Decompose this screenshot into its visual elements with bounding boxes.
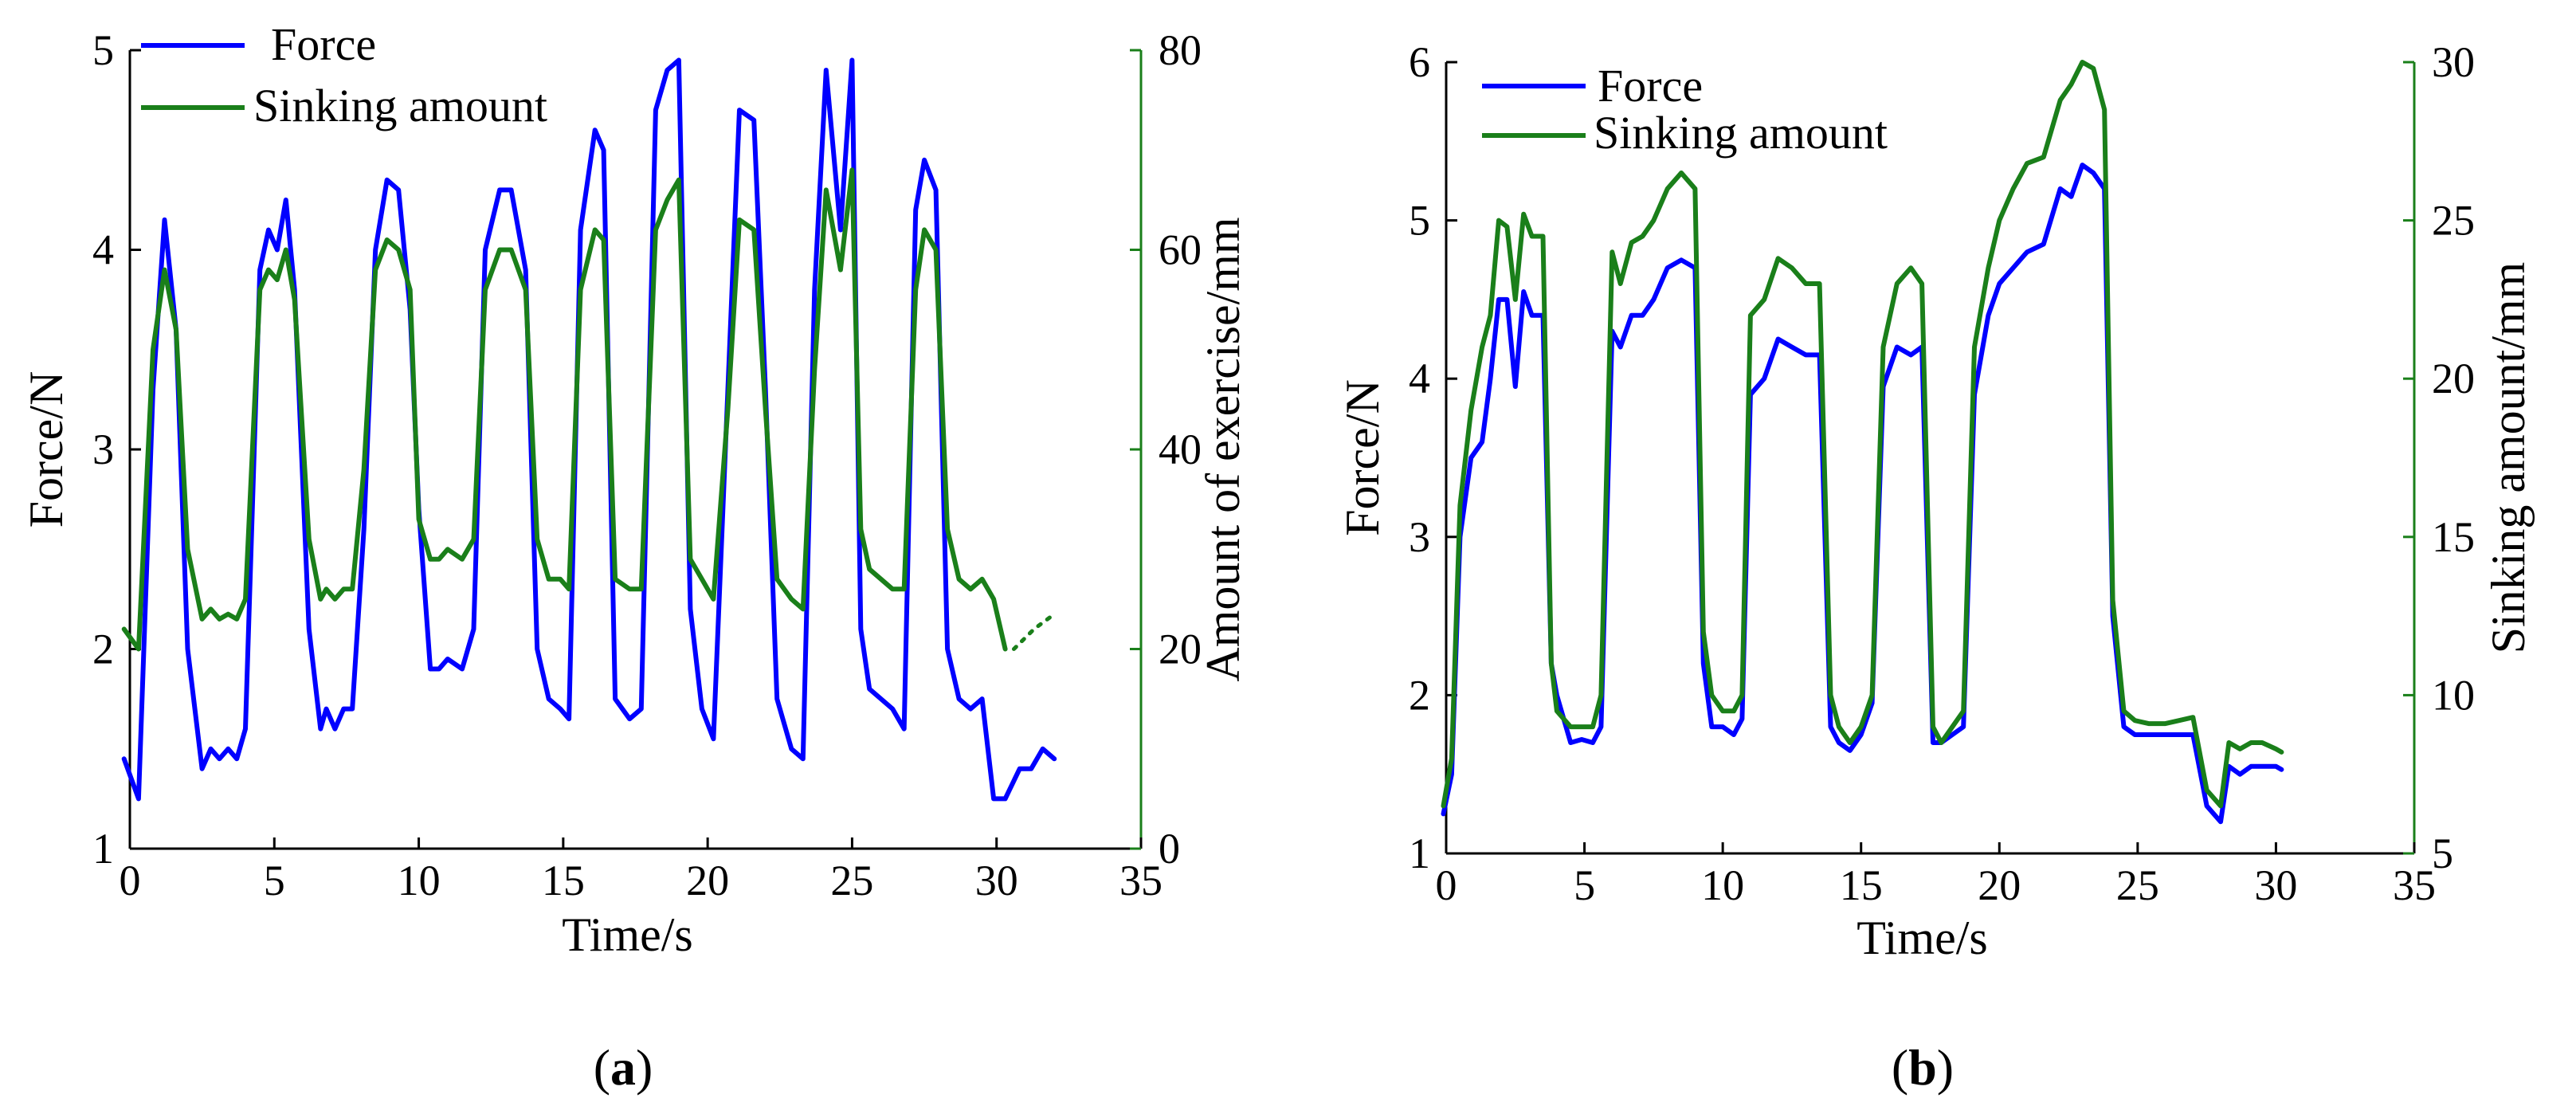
x-tick-label-a: 15 <box>542 857 585 904</box>
y-axis-label-right-b: Sinking amount/mm <box>2482 262 2535 654</box>
sinking-amount-series-b <box>1441 60 2284 809</box>
x-tick-label-a: 10 <box>398 857 441 904</box>
y-axis-label-left-a: Force/N <box>20 371 73 528</box>
y-left-tick-label-a: 5 <box>92 26 114 74</box>
x-tick-label-a: 20 <box>686 857 729 904</box>
y-left-tick-label-a: 1 <box>92 825 114 873</box>
y-axis-label-left-b: Force/N <box>1336 379 1389 536</box>
legend-force-label-a: Force <box>271 18 376 70</box>
y-right-tick-label-b: 25 <box>2432 197 2475 245</box>
x-tick-label-b: 25 <box>2116 861 2159 909</box>
x-tick-label-a: 35 <box>1119 857 1163 904</box>
y-left-tick-label-b: 1 <box>1409 830 1430 877</box>
x-tick-label-a: 5 <box>264 857 285 904</box>
y-right-tick-label-a: 80 <box>1159 26 1202 74</box>
y-left-tick-label-a: 2 <box>92 626 114 673</box>
x-tick-label-b: 15 <box>1840 861 1883 909</box>
sinking-amount-dotted-tail-a <box>1011 612 1057 651</box>
chart-panel-b: 0 5 10 15 20 25 30 35 1 2 3 4 5 6 5 10 15 20 25 30 Time/s For… <box>1336 38 2535 1096</box>
chart-panel-a: 0 5 10 15 20 25 30 35 1 2 3 4 5 0 20 40 60 80 Time/s Force/… <box>20 18 1249 1096</box>
x-axis-label-b: Time/s <box>1857 912 1988 964</box>
legend-sinking-label-b: Sinking amount <box>1594 107 1888 159</box>
x-tick-label-b: 35 <box>2393 861 2436 909</box>
y-right-tick-label-a: 0 <box>1159 825 1180 873</box>
y-right-tick-label-a: 40 <box>1159 426 1202 473</box>
x-tick-label-b: 30 <box>2254 861 2297 909</box>
x-tick-label-b: 20 <box>1978 861 2021 909</box>
y-right-tick-label-b: 15 <box>2432 513 2475 561</box>
force-series-a <box>121 57 1057 802</box>
sinking-amount-series-a <box>121 167 1008 652</box>
y-right-tick-label-b: 20 <box>2432 355 2475 402</box>
y-left-tick-label-b: 2 <box>1409 671 1430 719</box>
y-left-tick-label-a: 3 <box>92 426 114 473</box>
x-tick-label-b: 5 <box>1574 861 1595 909</box>
y-left-tick-label-b: 6 <box>1409 38 1430 86</box>
y-left-tick-label-b: 4 <box>1409 355 1430 402</box>
panel-label-a: (a) <box>594 1039 653 1096</box>
y-axis-label-right-a: Amount of exercise/mm <box>1197 217 1249 681</box>
panel-label-b: (b) <box>1892 1039 1954 1096</box>
y-left-tick-label-a: 4 <box>92 226 114 274</box>
y-right-tick-label-a: 60 <box>1159 226 1202 274</box>
y-right-tick-label-b: 10 <box>2432 671 2475 719</box>
y-right-tick-label-a: 20 <box>1159 626 1202 673</box>
legend-sinking-label-a: Sinking amount <box>253 80 547 131</box>
x-tick-label-a: 25 <box>830 857 873 904</box>
x-tick-label-a: 30 <box>975 857 1018 904</box>
y-right-tick-label-b: 30 <box>2432 38 2475 86</box>
x-tick-label-b: 0 <box>1436 861 1457 909</box>
x-tick-label-a: 0 <box>120 857 141 904</box>
y-left-tick-label-b: 5 <box>1409 197 1430 245</box>
x-axis-label-a: Time/s <box>562 908 693 961</box>
legend-force-label-b: Force <box>1598 60 1703 112</box>
x-tick-label-b: 10 <box>1701 861 1744 909</box>
y-left-tick-label-b: 3 <box>1409 513 1430 561</box>
y-right-tick-label-b: 5 <box>2432 830 2453 877</box>
